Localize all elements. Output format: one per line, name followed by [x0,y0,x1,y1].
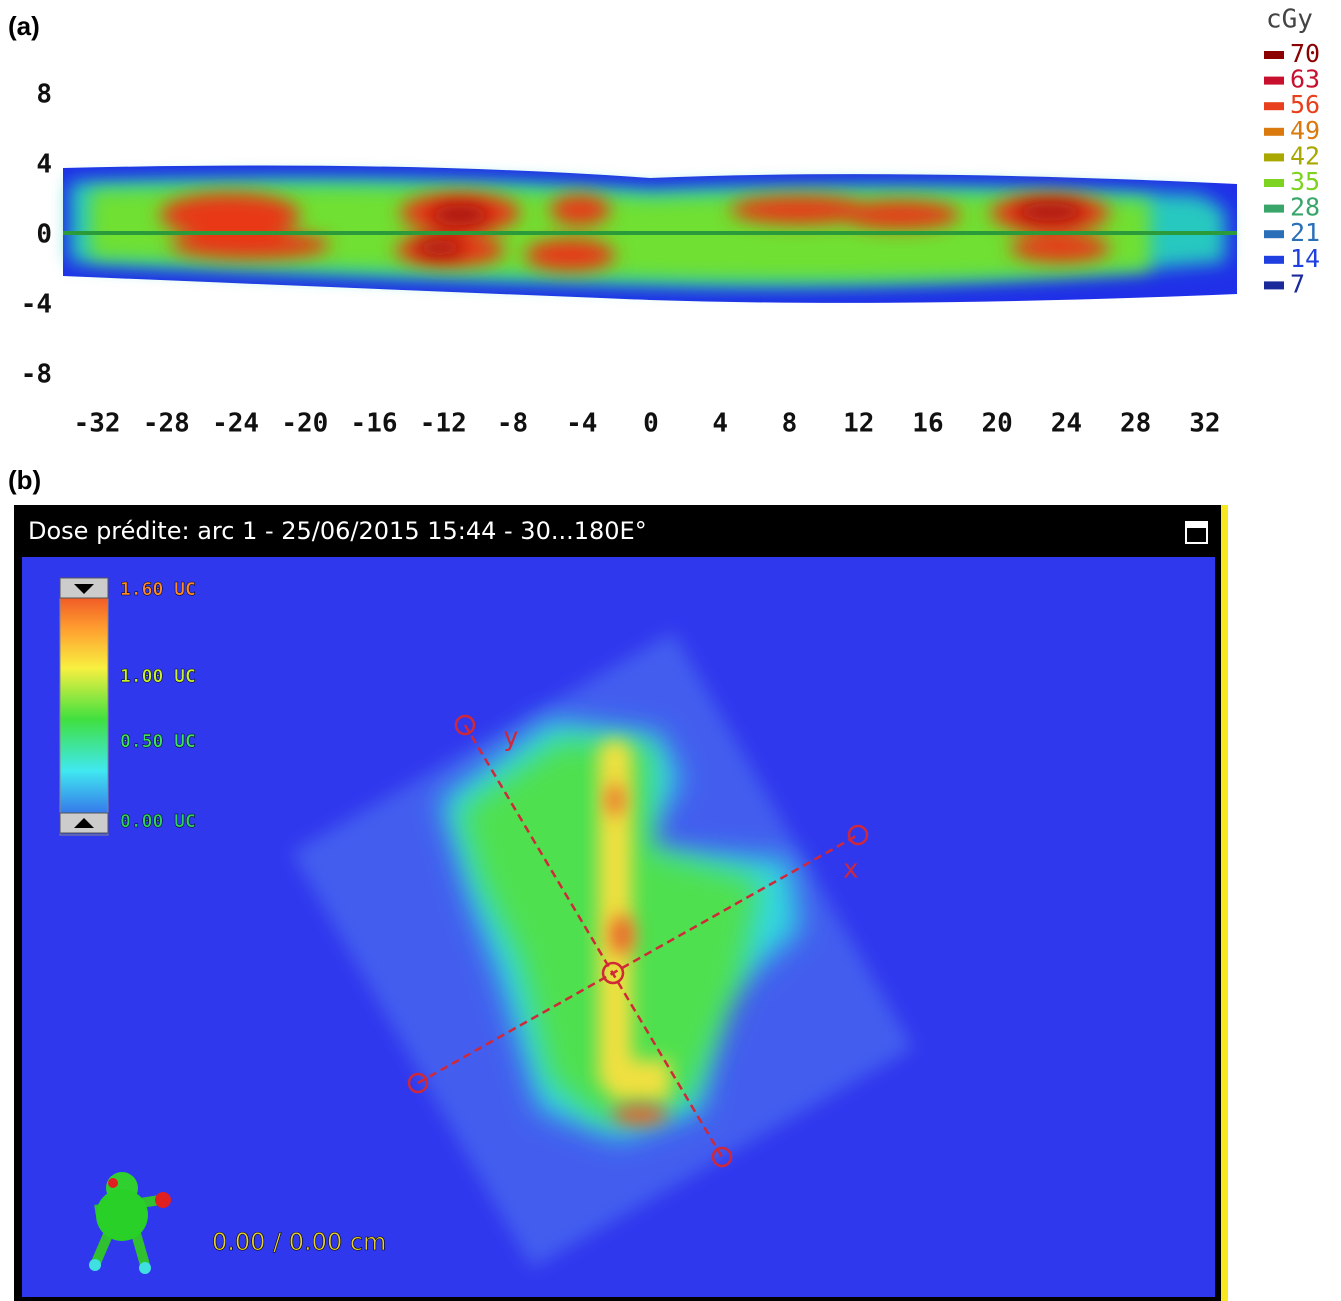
x-tick-label: -20 [281,409,328,439]
x-tick-label: 24 [1051,409,1082,439]
legend-swatch [1264,77,1284,85]
x-tick-label: 28 [1120,409,1151,439]
legend-swatch [1264,51,1284,59]
axis-label: y [503,723,519,753]
x-tick-label: -28 [143,409,190,439]
x-tick-label: 16 [912,409,943,439]
x-tick-label: 0 [643,409,659,439]
position-readout: 0.00 / 0.00 cm [212,1228,386,1256]
legend-swatch [1264,179,1284,187]
axis-label: x [843,855,859,885]
scale-up-button[interactable] [60,578,108,598]
panel-label: (b) [8,465,41,495]
y-tick-label: 4 [36,150,52,180]
legend-swatch [1264,230,1284,238]
legend-title: cGy [1266,5,1313,35]
figure: (a) 8 4 0 -4 -8 -32 -28 -24 -20 -16 -12 -8 -4 0 4 8 12 16… [0,0,1341,1301]
legend-swatch [1264,153,1284,161]
legend-swatch [1264,281,1284,289]
legend-swatch [1264,205,1284,213]
window-title: Dose prédite: arc 1 - 25/06/2015 15:44 -… [28,517,647,545]
x-tick-label: -24 [212,409,259,439]
y-tick-label: -4 [21,290,52,320]
x-tick-label: -16 [351,409,398,439]
scale-label: 1.00 UC [120,666,196,687]
x-tick-label: 4 [712,409,728,439]
scale-label: 1.60 UC [120,579,196,600]
legend-swatch [1264,256,1284,264]
x-tick-label: -4 [566,409,597,439]
legend-swatch [1264,128,1284,136]
panel-label: (a) [8,11,40,41]
x-tick-label: 8 [782,409,798,439]
x-tick-label: 12 [843,409,874,439]
scale-down-button[interactable] [60,813,108,833]
dose-map [63,166,1237,303]
x-tick-label: -12 [420,409,467,439]
x-tick-label: -8 [497,409,528,439]
legend-swatch [1264,102,1284,110]
y-tick-label: 8 [36,80,52,110]
scale-label: 0.00 UC [120,811,196,832]
x-tick-label: 20 [982,409,1013,439]
maximize-button[interactable] [1186,522,1207,543]
scale-label: 0.50 UC [120,731,196,752]
window-border [1221,505,1228,1301]
y-tick-label: 0 [36,220,52,250]
x-tick-label: -32 [74,409,121,439]
page: (a) 8 4 0 -4 -8 -32 -28 -24 -20 -16 -12 -8 -4 0 4 8 12 16… [0,0,1341,1301]
x-tick-label: 32 [1189,409,1220,439]
y-tick-label: -8 [21,360,52,390]
color-scale [60,578,108,835]
legend-label: 7 [1290,269,1305,298]
